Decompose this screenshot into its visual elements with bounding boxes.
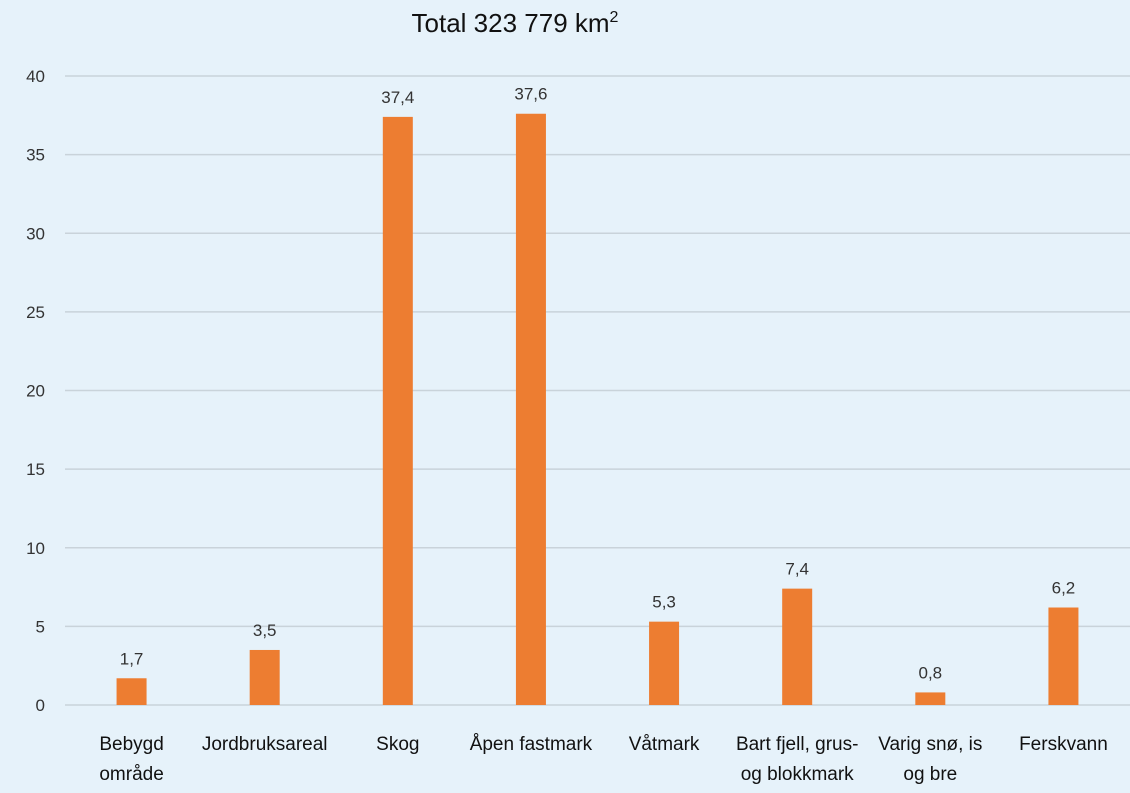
y-tick-label: 15 xyxy=(26,460,45,479)
category-label-line: Åpen fastmark xyxy=(470,734,593,755)
y-tick-label: 30 xyxy=(26,224,45,243)
bar xyxy=(915,692,946,705)
bar xyxy=(515,113,546,706)
category-label: Våtmark xyxy=(629,734,700,755)
data-label: 7,4 xyxy=(785,560,809,579)
y-tick-label: 35 xyxy=(26,146,45,165)
gridlines xyxy=(65,75,1130,706)
bars xyxy=(116,113,1079,706)
data-labels: 1,7 3,5 37,4 37,6 5,3 7,4 0,8 6,2 xyxy=(120,85,1076,683)
category-label: Bart fjell, grus-og blokkmark xyxy=(736,734,858,785)
category-label: Varig snø, is og bre xyxy=(878,734,982,785)
category-label-line: og blokkmark xyxy=(741,764,854,785)
bar xyxy=(249,649,280,705)
category-label: Jordbruksareal xyxy=(202,734,328,755)
y-tick-label: 40 xyxy=(26,67,45,86)
category-label-line: område xyxy=(99,764,163,785)
data-label: 1,7 xyxy=(120,649,144,668)
y-tick-label: 10 xyxy=(26,539,45,558)
y-tick-label: 5 xyxy=(36,617,45,636)
data-label: 5,3 xyxy=(652,593,676,612)
bar xyxy=(649,621,680,705)
category-label: Skog xyxy=(376,734,419,755)
category-label-line: og bre xyxy=(903,764,957,785)
y-tick-label: 0 xyxy=(36,696,45,715)
category-label-line: Jordbruksareal xyxy=(202,734,328,755)
y-tick-label: 25 xyxy=(26,303,45,322)
category-label-line: Bart fjell, grus- xyxy=(736,734,858,755)
y-axis-ticks: 0 5 10 15 20 25 30 35 40 xyxy=(26,67,45,715)
x-axis-categories: Bebygd område Jordbruksareal Skog Åpen fastm… xyxy=(99,734,1107,785)
category-label: Ferskvann xyxy=(1019,734,1108,755)
category-label-line: Bebygd xyxy=(99,734,163,755)
bar xyxy=(782,588,813,705)
category-label: Åpen fastmark xyxy=(470,734,593,755)
data-label: 3,5 xyxy=(253,621,277,640)
bar xyxy=(116,678,147,705)
data-label: 37,6 xyxy=(514,85,547,104)
category-label-line: Ferskvann xyxy=(1019,734,1108,755)
category-label: Bebygd område xyxy=(99,734,163,785)
bar xyxy=(1048,607,1079,705)
data-label: 37,4 xyxy=(381,88,414,107)
y-tick-label: 20 xyxy=(26,382,45,401)
chart-title-text: Total 323 779 km xyxy=(412,8,610,38)
category-label-line: Varig snø, is xyxy=(878,734,982,755)
chart-title: Total 323 779 km2 xyxy=(412,8,619,38)
bar xyxy=(382,116,413,705)
category-label-line: Skog xyxy=(376,734,419,755)
category-label-line: Våtmark xyxy=(629,734,700,755)
chart-title-superscript: 2 xyxy=(610,9,619,26)
data-label: 6,2 xyxy=(1052,579,1076,598)
data-label: 0,8 xyxy=(918,663,942,682)
